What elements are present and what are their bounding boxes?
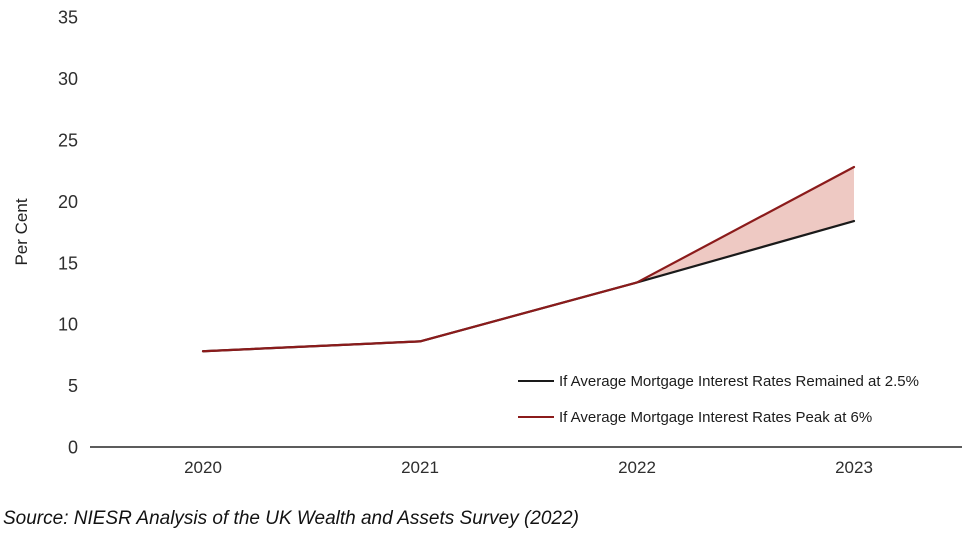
y-tick-label: 30 bbox=[58, 69, 78, 89]
legend-swatch-rates-peak bbox=[518, 415, 554, 419]
legend-label-rates-peak: If Average Mortgage Interest Rates Peak … bbox=[559, 408, 873, 426]
legend-swatch-rates-remained bbox=[518, 379, 554, 383]
legend-item-rates-remained: If Average Mortgage Interest Rates Remai… bbox=[518, 372, 919, 390]
source-note: Source: NIESR Analysis of the UK Wealth … bbox=[3, 508, 579, 529]
x-tick-label: 2022 bbox=[618, 458, 656, 477]
y-tick-label: 20 bbox=[58, 192, 78, 212]
x-tick-label: 2021 bbox=[401, 458, 439, 477]
y-tick-label: 25 bbox=[58, 131, 78, 151]
y-tick-label: 0 bbox=[68, 438, 78, 458]
x-tick-label: 2023 bbox=[835, 458, 873, 477]
y-tick-label: 35 bbox=[58, 8, 78, 28]
chart-legend: If Average Mortgage Interest Rates Remai… bbox=[518, 372, 919, 426]
legend-label-rates-remained: If Average Mortgage Interest Rates Remai… bbox=[559, 372, 919, 390]
y-tick-label: 5 bbox=[68, 376, 78, 396]
y-tick-label: 15 bbox=[58, 253, 78, 273]
y-axis-title: Per Cent bbox=[12, 198, 31, 266]
legend-item-rates-peak: If Average Mortgage Interest Rates Peak … bbox=[518, 408, 919, 426]
y-tick-label: 10 bbox=[58, 315, 78, 335]
x-tick-label: 2020 bbox=[184, 458, 222, 477]
series-line-1 bbox=[201, 165, 856, 353]
